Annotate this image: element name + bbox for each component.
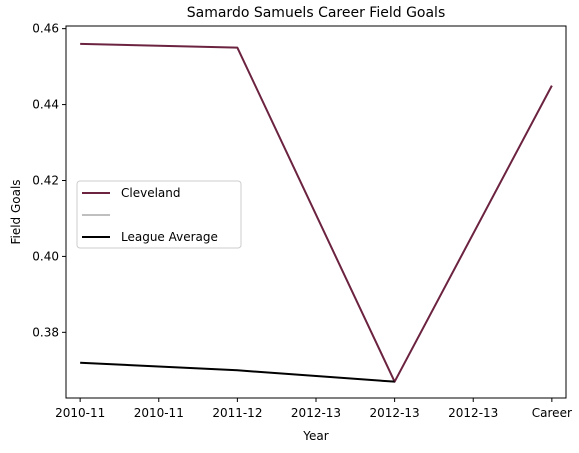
series-line-cleveland <box>80 42 553 383</box>
y-tick-label: 0.42 <box>32 173 59 187</box>
legend: Cleveland League Average <box>76 180 242 249</box>
x-tick-label: 2012-13 <box>448 406 498 420</box>
x-tick-label: Career <box>532 406 572 420</box>
x-tick-label: 2010-11 <box>55 406 105 420</box>
legend-entry: League Average <box>121 230 218 244</box>
y-tick-label: 0.46 <box>32 22 59 36</box>
x-tick-label: 2012-13 <box>291 406 341 420</box>
y-tick-label: 0.44 <box>32 98 59 112</box>
legend-box <box>76 180 242 249</box>
y-axis-label: Field Goals <box>9 179 23 244</box>
x-tick-label: 2011-12 <box>212 406 262 420</box>
y-axis: 0.38 0.40 0.42 0.44 0.46 <box>32 22 66 339</box>
series-layer <box>80 42 553 383</box>
legend-entry: Cleveland <box>121 186 181 200</box>
x-axis: 2010-11 2010-11 2011-12 2012-13 2012-13 2012-… <box>55 398 572 420</box>
x-tick-label: 2012-13 <box>370 406 420 420</box>
y-tick-label: 0.38 <box>32 325 59 339</box>
y-tick-label: 0.40 <box>32 249 59 263</box>
x-tick-label: 2010-11 <box>134 406 184 420</box>
chart-title: Samardo Samuels Career Field Goals <box>187 5 446 21</box>
x-axis-label: Year <box>302 429 328 443</box>
series-line-league-average <box>80 361 395 383</box>
